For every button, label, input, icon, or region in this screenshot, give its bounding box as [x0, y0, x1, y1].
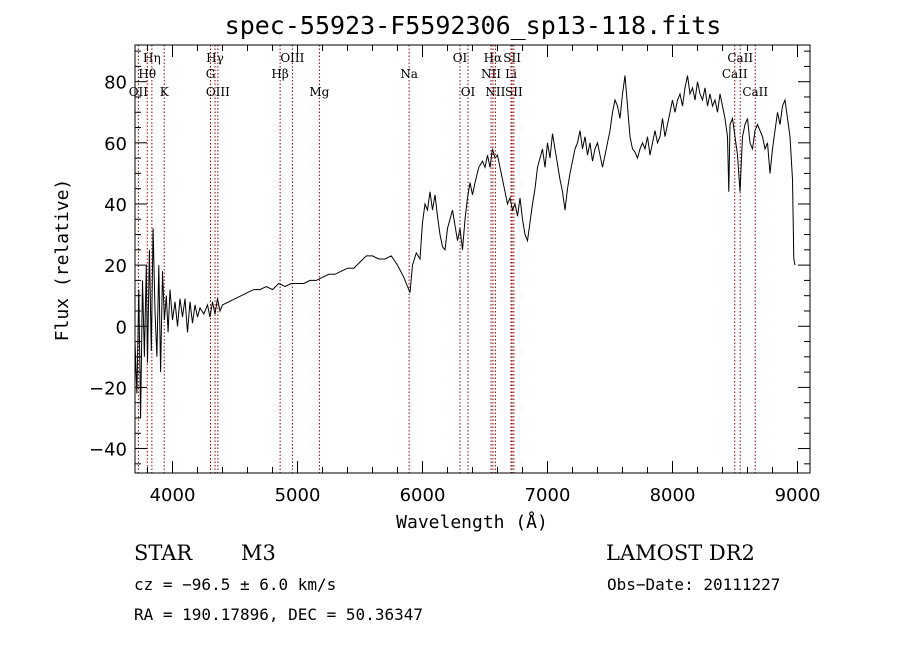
line-label: NII [481, 67, 501, 81]
star-class: STAR [134, 541, 193, 565]
plot-frame [134, 44, 811, 474]
line-label: CaII [727, 51, 753, 65]
line-label: Li [505, 67, 517, 81]
redshift-cz: cz = −96.5 ± 6.0 km/s [134, 575, 336, 594]
y-tick-label: 40 [104, 195, 127, 216]
line-label: Hη [143, 51, 161, 65]
emission-line-labels: OIIHθHηKHγGOIIIHβOIIIMgNaOIOIHαNIINIISII… [129, 51, 769, 99]
line-label: OIII [280, 51, 304, 65]
x-tick-label: 8000 [650, 485, 696, 506]
line-label: OII [129, 85, 149, 99]
line-label: OIII [206, 85, 230, 99]
survey-name: LAMOST DR2 [606, 541, 755, 565]
line-label: SII [505, 85, 523, 99]
line-label: Mg [309, 85, 329, 99]
y-axis-label: Flux (relative) [52, 179, 73, 342]
line-label: CaII [742, 85, 768, 99]
y-tick-label: 60 [104, 134, 127, 155]
chart-title: spec-55923-F5592306_sp13-118.fits [225, 11, 722, 40]
line-label: CaII [722, 67, 748, 81]
line-label: Hα [484, 51, 503, 65]
star-subclass: M3 [241, 541, 276, 565]
x-axis-ticks: 4000 5000 6000 7000 8000 9000 [147, 45, 821, 506]
line-label: OI [453, 51, 468, 65]
x-tick-label: 6000 [400, 485, 446, 506]
line-label: SII [503, 51, 521, 65]
spectrum-series-line [134, 75, 796, 419]
y-tick-label: 0 [116, 317, 127, 338]
line-label: Na [400, 67, 418, 81]
y-tick-label: −40 [89, 440, 127, 461]
line-label: Hθ [138, 67, 156, 81]
line-label: NII [485, 85, 505, 99]
line-label: OI [461, 85, 476, 99]
y-axis-ticks: −40 −20 0 20 40 60 80 [89, 50, 810, 465]
y-tick-label: 20 [104, 256, 127, 277]
x-tick-label: 4000 [150, 485, 196, 506]
ra-dec-coordinates: RA = 190.17896, DEC = 50.36347 [134, 605, 423, 624]
line-label: K [160, 85, 170, 99]
emission-line-markers [137, 45, 756, 473]
x-tick-label: 7000 [525, 485, 571, 506]
line-label: Hβ [271, 67, 288, 81]
x-tick-label: 5000 [275, 485, 321, 506]
line-label: Hγ [206, 51, 224, 65]
observation-date: Obs−Date: 20111227 [607, 575, 780, 594]
line-label: G [206, 67, 216, 81]
y-tick-label: 80 [104, 73, 127, 94]
x-tick-label: 9000 [775, 485, 821, 506]
x-axis-label: Wavelength (Å) [396, 511, 548, 533]
y-tick-label: −20 [89, 378, 127, 399]
